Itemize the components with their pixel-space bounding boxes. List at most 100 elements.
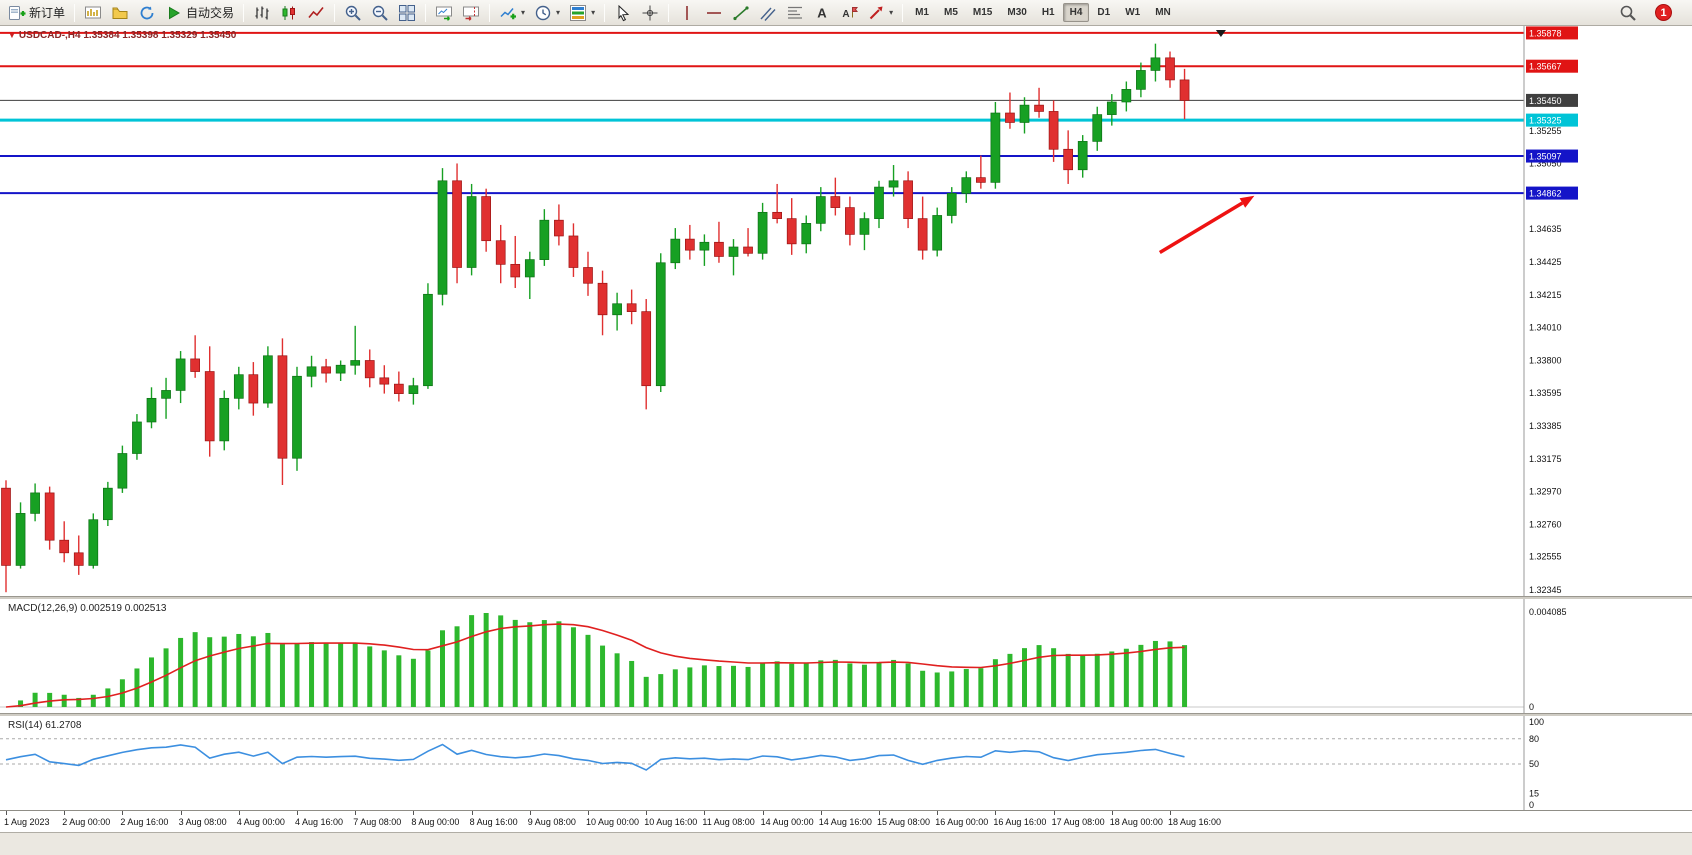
toolbar-separator <box>604 3 606 22</box>
search-button[interactable] <box>1615 2 1641 24</box>
price-tick: 1.33175 <box>1529 454 1562 464</box>
price-tick: 1.32970 <box>1529 486 1562 496</box>
notification-badge[interactable]: 1 <box>1655 4 1672 21</box>
time-tick <box>646 811 648 815</box>
arrows-button[interactable]: ▾ <box>863 2 897 24</box>
cursor-icon <box>614 4 632 22</box>
price-tick: 1.34425 <box>1529 257 1562 267</box>
time-tick <box>937 811 939 815</box>
chart-shift-button[interactable] <box>458 2 484 24</box>
price-tick: 1.32555 <box>1529 552 1562 562</box>
time-label: 8 Aug 00:00 <box>411 817 460 827</box>
arrow-annotation <box>1158 195 1255 255</box>
zoom-in-button[interactable] <box>340 2 366 24</box>
timeframe-m30-button[interactable]: M30 <box>1007 7 1027 18</box>
time-tick <box>355 811 357 815</box>
macd-histogram <box>18 613 1188 707</box>
zoom-out-button[interactable] <box>367 2 393 24</box>
new-chart-button[interactable] <box>80 2 106 24</box>
timeframe-w1-button[interactable]: W1 <box>1125 7 1141 18</box>
time-tick <box>1053 811 1055 815</box>
macd-panel: 0.004085 0 MACD(12,26,9) 0.002519 0.00251… <box>0 599 1692 713</box>
chart-title-text: USDCAD-,H4 1.35384 1.35398 1.35329 1.354… <box>18 30 237 41</box>
periods-icon <box>534 4 552 22</box>
crosshair-icon <box>641 4 659 22</box>
indicators-button[interactable]: ▾ <box>495 2 529 24</box>
rsi-chart[interactable]: 100 80 50 15 0 <box>0 716 1692 810</box>
price-label: 1.34862 <box>1529 189 1562 199</box>
toolbar-separator <box>74 3 76 22</box>
panel-divider[interactable] <box>0 596 1692 599</box>
toolbar-separator <box>489 3 491 22</box>
time-label: 14 Aug 16:00 <box>818 817 872 827</box>
zoom-in-icon <box>344 4 362 22</box>
channel-button[interactable] <box>755 2 781 24</box>
time-label: 3 Aug 08:00 <box>178 817 227 827</box>
price-tick: 1.33800 <box>1529 355 1562 365</box>
text-label-button[interactable]: A <box>836 2 862 24</box>
time-tick <box>297 811 298 815</box>
dropdown-caret-icon: ▾ <box>521 8 526 17</box>
time-label: 18 Aug 00:00 <box>1109 817 1163 827</box>
time-label: 4 Aug 00:00 <box>236 817 285 827</box>
line-chart-button[interactable] <box>303 2 329 24</box>
rsi-tick: 15 <box>1529 788 1539 798</box>
timeframe-m1-button[interactable]: M1 <box>915 7 929 18</box>
rsi-tick: 80 <box>1529 734 1539 744</box>
timeframe-m5-button[interactable]: M5 <box>944 7 958 18</box>
time-label: 11 Aug 08:00 <box>702 817 755 827</box>
trendline-icon <box>732 4 750 22</box>
dropdown-caret-icon: ▾ <box>556 8 561 17</box>
templates-button[interactable]: ▾ <box>565 2 599 24</box>
horizontal-line-button[interactable] <box>701 2 727 24</box>
tile-icon <box>398 4 416 22</box>
rsi-tick: 50 <box>1529 759 1539 769</box>
auto-scroll-button[interactable] <box>431 2 457 24</box>
price-tick: 1.35255 <box>1529 126 1562 136</box>
timeframe-h1-button[interactable]: H1 <box>1041 7 1055 18</box>
price-tick: 1.34010 <box>1529 322 1562 332</box>
time-label: 4 Aug 16:00 <box>295 817 344 827</box>
vertical-line-button[interactable] <box>674 2 700 24</box>
time-tick <box>529 811 531 815</box>
timeframe-mn-button[interactable]: MN <box>1155 7 1171 18</box>
time-label: 15 Aug 08:00 <box>877 817 931 827</box>
new-order-button-label: 新订单 <box>29 6 66 20</box>
periods-button[interactable]: ▾ <box>530 2 564 24</box>
arrows-icon <box>867 4 885 22</box>
dropdown-caret-icon: ▾ <box>591 8 596 17</box>
toolbar-separator <box>425 3 427 22</box>
rsi-title: RSI(14) 61.2708 <box>8 720 81 731</box>
timeframe-h4-button[interactable]: H4 <box>1062 3 1090 22</box>
panel-divider[interactable] <box>0 713 1692 716</box>
tile-windows-button[interactable] <box>394 2 420 24</box>
profiles-button[interactable] <box>107 2 133 24</box>
fibonacci-button[interactable] <box>782 2 808 24</box>
time-label: 18 Aug 16:00 <box>1168 817 1222 827</box>
time-tick <box>1170 811 1171 815</box>
rsi-axis: 100 80 50 15 0 <box>1523 716 1544 810</box>
price-chart[interactable]: 1.35255 1.35050 1.34635 1.34425 1.34215 1.340… <box>0 26 1692 596</box>
time-axis[interactable]: 1 Aug 2023 2 Aug 00:00 2 Aug 16:00 3 Aug 08… <box>0 810 1692 832</box>
auto-trading-button[interactable]: 自动交易 <box>161 2 238 24</box>
crosshair-button[interactable] <box>637 2 663 24</box>
candlestick-chart-button[interactable] <box>276 2 302 24</box>
trendline-button[interactable] <box>728 2 754 24</box>
timeframe-m15-button[interactable]: M15 <box>972 7 993 18</box>
price-label: 1.35325 <box>1529 116 1562 126</box>
time-label: 10 Aug 00:00 <box>586 817 640 827</box>
time-label: 2 Aug 00:00 <box>62 817 111 827</box>
bar-chart-button[interactable] <box>249 2 275 24</box>
collapse-marker-icon[interactable]: ▼ <box>8 31 16 40</box>
new-order-button[interactable]: 新订单 <box>4 2 69 24</box>
price-label: 1.35450 <box>1529 96 1562 106</box>
status-bar <box>0 832 1692 855</box>
text-button[interactable]: A <box>809 2 835 24</box>
time-label: 2 Aug 16:00 <box>120 817 169 827</box>
rsi-tick: 100 <box>1529 717 1544 727</box>
cursor-button[interactable] <box>610 2 636 24</box>
timeframe-d1-button[interactable]: D1 <box>1097 7 1111 18</box>
refresh-button[interactable] <box>134 2 160 24</box>
search-icon <box>1619 4 1637 22</box>
macd-chart[interactable]: 0.004085 0 <box>0 599 1692 713</box>
